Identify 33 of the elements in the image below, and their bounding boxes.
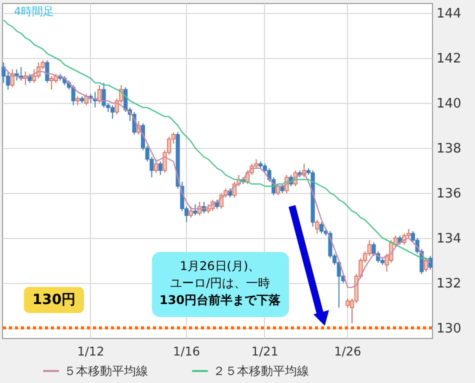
- x-tick-label: 1/16: [173, 344, 200, 358]
- annotation: 4時間足: [14, 5, 54, 18]
- x-tick-label: 1/12: [77, 344, 104, 358]
- candlestick: [2, 62, 6, 84]
- candlestick: [50, 76, 54, 90]
- candlestick: [276, 183, 280, 196]
- x-tick-label: 1/26: [334, 344, 362, 358]
- y-tick-label: 142: [436, 52, 462, 67]
- y-tick-label: 136: [436, 186, 462, 202]
- candlestick: [102, 82, 106, 108]
- candlestick: [32, 68, 36, 84]
- candlestick: [315, 219, 320, 234]
- y-tick-label: 132: [436, 276, 462, 292]
- candlestick: [188, 206, 193, 218]
- candlestick: [424, 258, 428, 272]
- candlestick: [97, 84, 102, 104]
- candlestick: [71, 84, 76, 106]
- candlestick: [154, 158, 158, 174]
- y-tick-label: 138: [436, 142, 462, 157]
- candlestick: [158, 161, 162, 176]
- legend-label: ２５本移動平均線: [213, 364, 309, 378]
- candlestick: [45, 60, 50, 84]
- ref-line-label: 130円: [32, 292, 76, 308]
- candlestick: [110, 104, 115, 120]
- y-tick-label: 144: [436, 6, 462, 22]
- candlestick: [319, 222, 324, 234]
- candlestick: [193, 204, 198, 216]
- x-tick-label: 1/21: [251, 344, 278, 358]
- legend-label: ５本移動平均線: [64, 364, 148, 378]
- annotation: 1月26日(月)、ユーロ/円は、一時130円台前半まで下落: [159, 259, 282, 307]
- y-tick-label: 130: [436, 321, 462, 336]
- y-tick-label: 140: [436, 96, 462, 112]
- y-tick-label: 134: [436, 231, 462, 246]
